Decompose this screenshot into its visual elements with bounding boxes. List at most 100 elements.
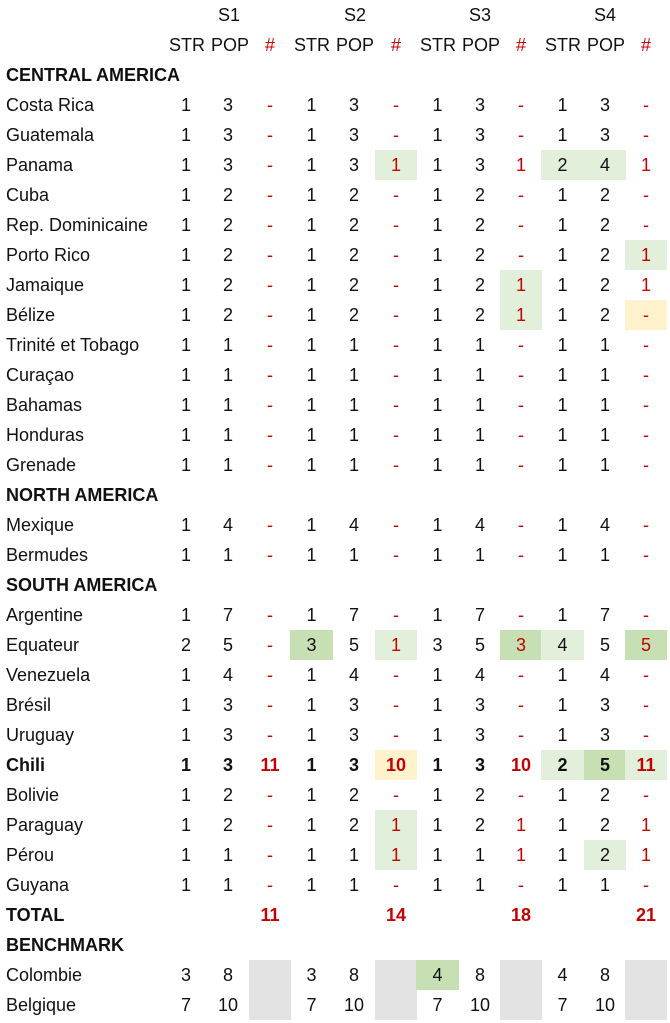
- s4-pop-cell: 4: [599, 665, 610, 685]
- s1-hash-cell: -: [267, 365, 273, 385]
- s2-str-cell: 1: [306, 725, 317, 745]
- s1-hash-cell: -: [267, 395, 273, 415]
- s1-pop-cell: 2: [222, 275, 233, 295]
- section-row-south-america: SOUTH AMERICA: [0, 570, 670, 600]
- s2-str-cell: 1: [306, 425, 317, 445]
- s3-str-cell: 7: [432, 995, 443, 1015]
- s3-hash-cell: -: [518, 545, 524, 565]
- s4-hash-cell: -: [625, 300, 667, 330]
- s2-pop-cell: 1: [348, 545, 359, 565]
- s1-str-cell: 1: [180, 275, 191, 295]
- table-row-bermudes: Bermudes 1 1 - 1 1 - 1 1 - 1 1 -: [0, 540, 670, 570]
- s2-hash-cell: 14: [385, 905, 407, 925]
- s4-str-cell: 4: [557, 965, 568, 985]
- s4-pop-cell: 8: [599, 965, 610, 985]
- s1-str-cell: 1: [180, 155, 191, 175]
- s2-pop-cell: 2: [348, 215, 359, 235]
- s2-pop-cell: 2: [348, 185, 359, 205]
- s4-str-cell: 1: [557, 845, 568, 865]
- table-row-bresil: Brésil 1 3 - 1 3 - 1 3 - 1 3 -: [0, 690, 670, 720]
- s2-str-cell: 1: [306, 455, 317, 475]
- s1-hash-cell: -: [267, 815, 273, 835]
- s2-str-cell: 1: [306, 845, 317, 865]
- s4-hash-cell: 1: [640, 275, 651, 295]
- s1-pop-cell: 3: [222, 95, 233, 115]
- s4-pop-cell: 1: [599, 545, 610, 565]
- table-row-equateur: Equateur 2 5-3 5 1 3 5 3 4 5 5: [0, 630, 670, 660]
- s1-hash-cell: -: [267, 95, 273, 115]
- s1-str-cell: 1: [180, 395, 191, 415]
- s3-pop-cell: 1: [474, 425, 485, 445]
- s1-hash-cell: -: [267, 515, 273, 535]
- s4-str-cell: 1: [557, 665, 568, 685]
- s3-pop-cell: 5: [474, 635, 485, 655]
- s3-hash-cell: 18: [510, 905, 532, 925]
- s3-hash-cell: -: [518, 695, 524, 715]
- s2-str-cell: 1: [306, 395, 317, 415]
- s2-str-cell: 1: [306, 185, 317, 205]
- row-label: Guatemala: [6, 125, 95, 145]
- s3-str-cell: 1: [432, 605, 443, 625]
- s4-hash-cell: -: [643, 695, 649, 715]
- s2-hash-cell: -: [393, 245, 399, 265]
- table-row-uruguay: Uruguay 1 3 - 1 3 - 1 3 - 1 3 -: [0, 720, 670, 750]
- s1-str-cell: 1: [180, 755, 191, 775]
- s1-str-cell: 1: [180, 455, 191, 475]
- s1-pop-cell: 3: [222, 695, 233, 715]
- s2-str-cell: 1: [306, 125, 317, 145]
- s4-hash-cell: -: [643, 185, 649, 205]
- s3-pop-cell: 3: [474, 95, 485, 115]
- s4-hash-cell: -: [643, 875, 649, 895]
- row-label: Costa Rica: [6, 95, 95, 115]
- s1-pop-cell: 8: [222, 965, 233, 985]
- table-row-trinite-et-tobago: Trinité et Tobago 1 1 - 1 1 - 1 1 - 1 1 -: [0, 330, 670, 360]
- hash-header: #: [264, 35, 275, 55]
- s2-str-cell: 1: [306, 605, 317, 625]
- s4-str-cell: 1: [557, 425, 568, 445]
- s3-str-cell: 1: [432, 875, 443, 895]
- s3-pop-cell: 2: [474, 815, 485, 835]
- s3-str-cell: 1: [432, 335, 443, 355]
- s1-hash-cell: -: [267, 215, 273, 235]
- s4-str-cell: 1: [557, 395, 568, 415]
- s1-str-cell: 1: [180, 425, 191, 445]
- s1-hash-cell: -: [267, 335, 273, 355]
- s2-hash-cell: -: [393, 725, 399, 745]
- s3-hash-cell: -: [518, 725, 524, 745]
- s3-str-cell: 1: [432, 125, 443, 145]
- s3-pop-cell: 4: [474, 665, 485, 685]
- s2-str-cell: 3: [306, 965, 317, 985]
- s3-pop-cell: 1: [474, 875, 485, 895]
- row-label: Bélize: [6, 305, 56, 325]
- s3-hash-cell: -: [518, 785, 524, 805]
- s3-pop-cell: 10: [469, 995, 491, 1015]
- s1-pop-cell: [207, 900, 249, 930]
- s3-str-cell: 3: [432, 635, 443, 655]
- s4-pop-cell: [584, 900, 626, 930]
- s3-hash-cell: -: [518, 665, 524, 685]
- table-row-guatemala: Guatemala 1 3 - 1 3 - 1 3 - 1 3 -: [0, 120, 670, 150]
- s1-pop-cell: 7: [222, 605, 233, 625]
- s2-pop-cell: 2: [348, 305, 359, 325]
- s3-hash-cell: 1: [515, 155, 526, 175]
- s2-str-cell: 1: [306, 545, 317, 565]
- s2-hash-cell: -: [393, 875, 399, 895]
- s1-pop-cell: 4: [222, 665, 233, 685]
- table-row-panama: Panama 1 3-1 3 1 1 3 1 2 4 1: [0, 150, 670, 180]
- s4-str-cell: 1: [557, 125, 568, 145]
- s2-hash-cell: -: [393, 125, 399, 145]
- s2-str-cell: 1: [306, 245, 317, 265]
- s1-hash-cell: -: [267, 455, 273, 475]
- s4-str-cell: 1: [557, 305, 568, 325]
- s2-hash-cell: -: [393, 95, 399, 115]
- s4-str-cell: 1: [557, 455, 568, 475]
- s4-pop-cell: 2: [599, 275, 610, 295]
- s4-str-cell: 1: [557, 95, 568, 115]
- s1-pop-cell: 2: [222, 245, 233, 265]
- s2-pop-cell: 3: [348, 95, 359, 115]
- s4-str-cell: 1: [557, 245, 568, 265]
- s3-pop-cell: 3: [474, 725, 485, 745]
- s4-pop-cell: 3: [599, 95, 610, 115]
- s3-pop-cell: 2: [474, 185, 485, 205]
- s2-pop-cell: 8: [348, 965, 359, 985]
